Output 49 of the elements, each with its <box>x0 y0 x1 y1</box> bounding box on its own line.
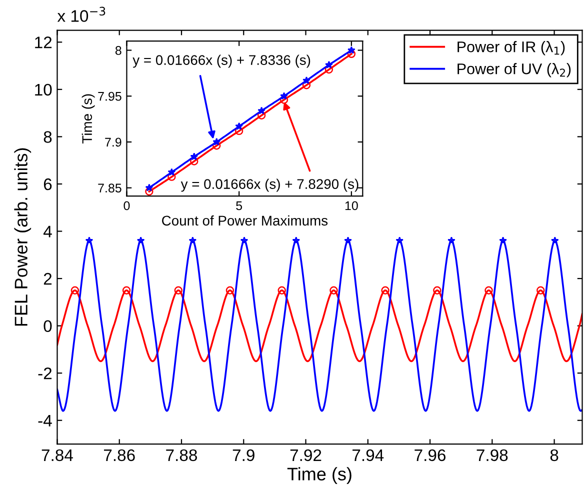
y-tick-label: 7.85 <box>98 184 122 192</box>
x-axis-title: Count of Power Maximums <box>162 215 328 226</box>
annotation: y = 0.01666x (s) + 7.8336 (s) <box>132 54 310 68</box>
point <box>324 65 334 74</box>
x-tick-label: 7.92 <box>290 449 322 462</box>
y-tick-label: 10 <box>35 84 52 96</box>
point <box>257 111 266 120</box>
y-tick-label: 7.95 <box>98 92 122 101</box>
point <box>212 142 221 150</box>
point <box>280 92 288 100</box>
point <box>325 60 333 68</box>
x-tick-label: 7.9 <box>232 449 254 462</box>
point <box>258 106 266 114</box>
y-tick-label: 7.9 <box>105 138 122 147</box>
x-tick-label: 8 <box>550 449 558 462</box>
y-tick-label: -4 <box>38 414 52 426</box>
y-tick-label: 2 <box>44 272 52 285</box>
x-tick-label: 10 <box>345 201 358 210</box>
x-tick-label: 7.96 <box>414 449 446 462</box>
x-tick-label: 5 <box>236 201 242 210</box>
y-tick-label: 4 <box>43 226 52 238</box>
legend-label: Power of UV (λ$_{2}$) <box>458 63 571 78</box>
y-tick-label: -2 <box>38 367 52 380</box>
x-tick-label: 7.84 <box>42 449 73 462</box>
point <box>234 126 244 136</box>
y-tick-label: 6 <box>44 178 52 190</box>
point <box>348 46 356 54</box>
point <box>168 168 176 176</box>
y-tick-label: 12 <box>35 36 52 48</box>
point <box>190 152 198 160</box>
x-tick-label: 7.94 <box>352 449 384 462</box>
y-tick-label: 0 <box>44 320 52 332</box>
text: x 10$^{−3}$ <box>57 6 106 22</box>
y-tick-label: 8 <box>44 131 52 143</box>
x-axis-title: Time (s) <box>287 467 352 484</box>
point <box>302 76 310 84</box>
point <box>235 122 244 130</box>
y-axis-title: Time (s) <box>82 94 95 144</box>
y-tick-label: 8 <box>115 46 122 55</box>
y-axis-title: FEL Power (arb. units) <box>14 148 32 326</box>
x-tick-label: 7.86 <box>104 449 135 462</box>
point <box>145 184 154 192</box>
point <box>212 138 221 146</box>
annotation: y = 0.01666x (s) + 7.8290 (s) <box>180 178 358 192</box>
x-tick-label: 0 <box>124 201 130 210</box>
x-tick-label: 7.88 <box>166 449 197 462</box>
point <box>145 187 154 196</box>
x-tick-label: 7.98 <box>476 449 508 462</box>
legend-label: Power of IR (λ$_{1}$) <box>458 41 565 56</box>
